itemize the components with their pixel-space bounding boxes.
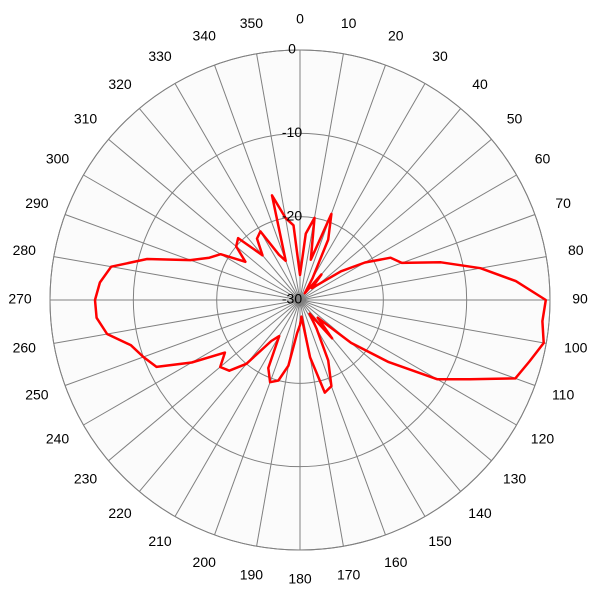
r-tick-label: -20 (282, 207, 302, 223)
theta-tick-label: 60 (535, 151, 551, 167)
grid-spoke (299, 53, 344, 301)
theta-tick-label: 200 (193, 554, 217, 570)
grid-spoke (256, 299, 301, 547)
grid-spoke (64, 299, 301, 386)
theta-tick-label: 320 (108, 76, 132, 92)
theta-tick-label: 280 (13, 242, 37, 258)
grid-spoke (138, 299, 301, 492)
theta-tick-label: 260 (13, 339, 37, 355)
r-tick-label: -10 (282, 124, 302, 140)
theta-tick-label: 330 (148, 48, 172, 64)
grid-spoke (299, 83, 426, 301)
theta-tick-label: 130 (503, 471, 527, 487)
grid-spoke (299, 174, 517, 301)
grid-spoke (83, 174, 301, 301)
grid-spoke (108, 138, 301, 301)
grid-spoke (299, 108, 462, 301)
theta-tick-label: 80 (568, 242, 584, 258)
grid-spoke (174, 83, 301, 301)
grid-spoke (299, 64, 386, 301)
theta-tick-label: 180 (288, 571, 312, 587)
theta-tick-label: 10 (341, 15, 357, 31)
theta-tick-label: 220 (108, 505, 132, 521)
grid-spoke (299, 299, 536, 386)
grid-spoke (299, 299, 492, 462)
pattern-line (93, 194, 548, 394)
theta-tick-label: 340 (193, 28, 217, 44)
grid-spoke (299, 299, 386, 536)
theta-tick-label: 170 (337, 566, 361, 582)
r-tick-label: -30 (282, 291, 302, 307)
grid-spoke (53, 256, 301, 301)
theta-tick-label: 270 (8, 291, 32, 307)
theta-tick-label: 300 (46, 151, 70, 167)
theta-tick-label: 140 (468, 505, 492, 521)
theta-tick-label: 350 (240, 15, 264, 31)
grid-spoke (299, 299, 517, 426)
grid-spoke (64, 214, 301, 301)
grid-spoke (53, 299, 301, 344)
theta-tick-label: 30 (432, 48, 448, 64)
theta-tick-label: 310 (74, 111, 98, 127)
theta-tick-label: 240 (46, 431, 70, 447)
theta-tick-label: 150 (428, 533, 452, 549)
r-tick-label: 0 (288, 41, 296, 57)
grid-spoke (138, 108, 301, 301)
grid-spoke (299, 299, 426, 517)
theta-tick-label: 50 (507, 111, 523, 127)
grid-spoke (256, 53, 301, 301)
grid-spoke (299, 138, 492, 301)
theta-tick-label: 20 (388, 28, 404, 44)
theta-tick-label: 90 (572, 291, 588, 307)
theta-tick-label: 230 (74, 471, 98, 487)
theta-tick-label: 290 (25, 195, 49, 211)
theta-tick-label: 120 (531, 431, 555, 447)
theta-tick-label: 160 (384, 554, 408, 570)
theta-tick-label: 190 (240, 566, 264, 582)
theta-tick-label: 100 (564, 339, 588, 355)
grid-spoke (214, 299, 301, 536)
grid-spoke (299, 299, 547, 344)
grid-spoke (299, 214, 536, 301)
theta-tick-label: 110 (552, 386, 575, 402)
grid-spoke (299, 256, 547, 301)
theta-tick-label: 210 (148, 533, 172, 549)
theta-tick-label: 250 (25, 386, 49, 402)
grid-spoke (108, 299, 301, 462)
theta-tick-label: 0 (296, 11, 304, 27)
theta-tick-label: 70 (555, 195, 571, 211)
theta-tick-label: 40 (472, 76, 488, 92)
